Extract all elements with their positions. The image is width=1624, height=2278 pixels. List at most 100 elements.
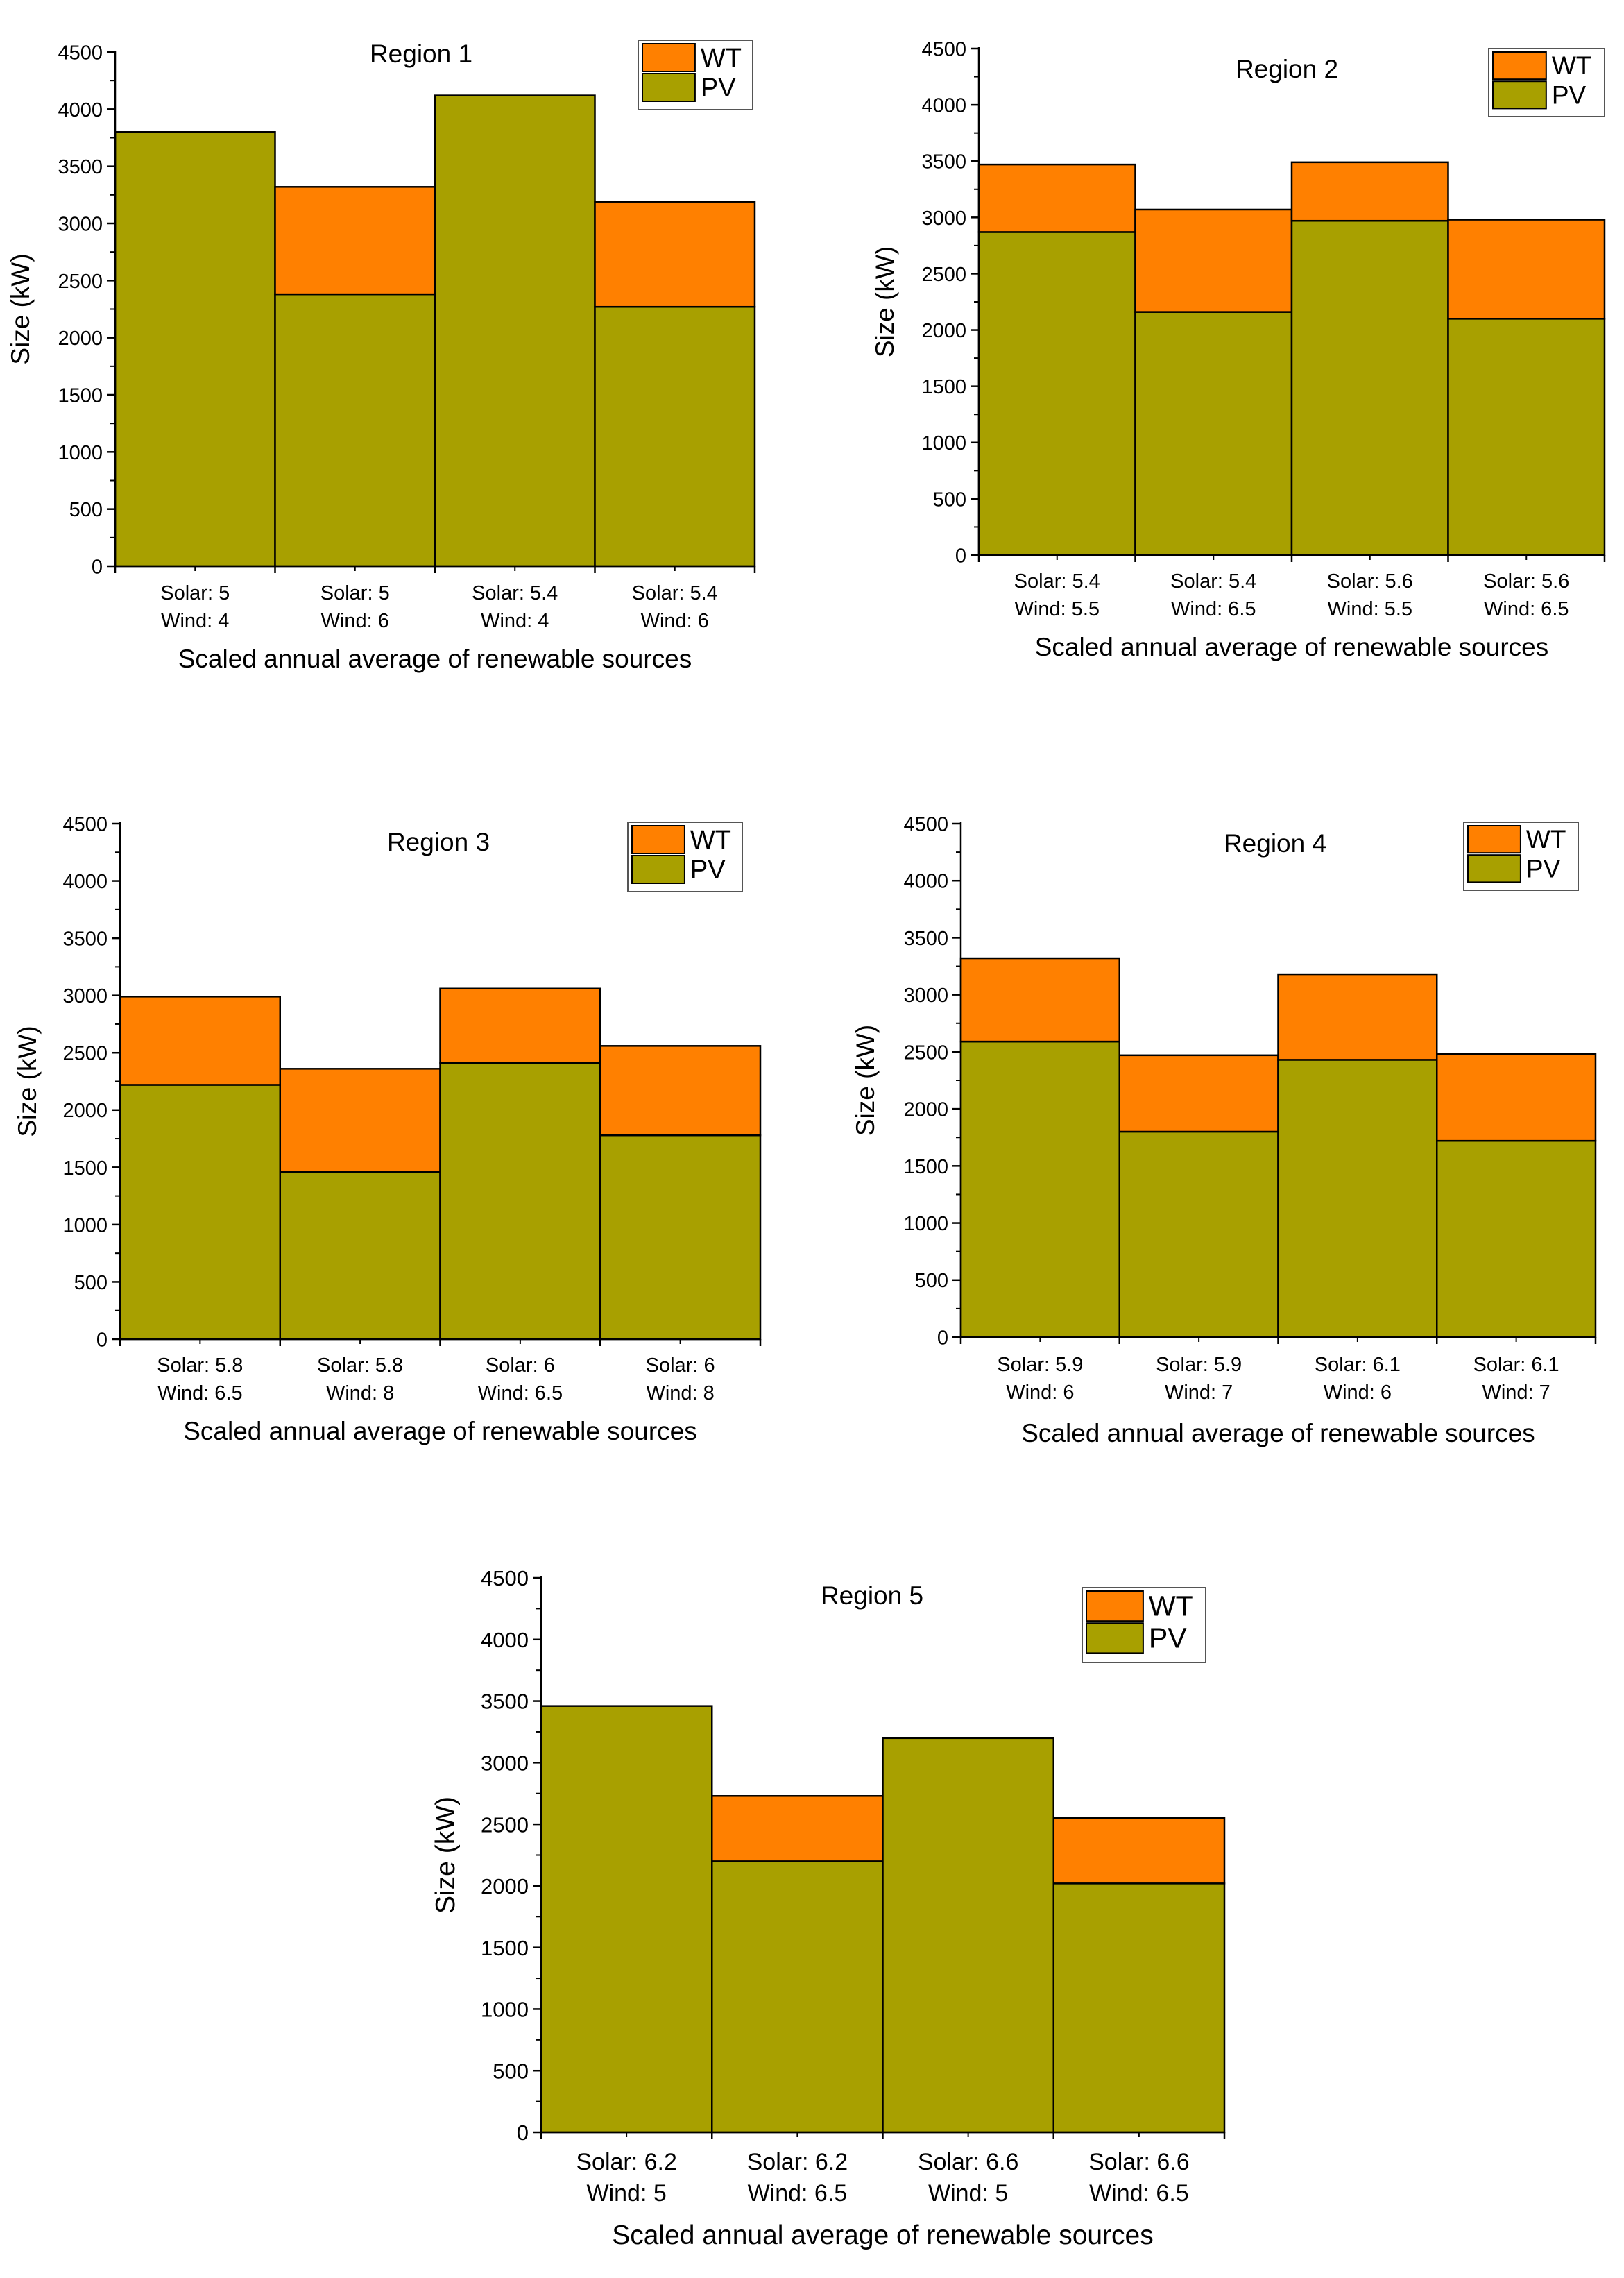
y-tick-label: 1500 [481,1936,529,1960]
bar-pv [977,231,1136,556]
y-tick-label: 4500 [481,1566,529,1590]
x-tick-label-wind: Wind: 6.5 [1089,2180,1189,2207]
bar-wt [1052,1817,1226,1885]
x-tick-label-solar: Solar: 6.1 [1473,1354,1559,1376]
x-tick-label-solar: Solar: 5.9 [997,1354,1083,1376]
y-tick-label: 3500 [62,928,108,951]
chart-title: Region 1 [370,40,472,68]
x-tick-label-solar: Solar: 6.1 [1315,1354,1401,1376]
bar-wt [279,1068,441,1173]
bar-pv [119,1084,281,1341]
bar-wt [119,996,281,1086]
legend-swatch-wt [1492,51,1547,80]
chart-panel-region-1: 0 500 1000 1500 2000 2500 3000 3500 4000 4500 Sola… [6,40,756,673]
y-tick-label: 0 [937,1327,948,1349]
bar-pv [1118,1130,1279,1338]
y-tick-label: 3500 [481,1690,529,1714]
y-tick-label: 500 [915,1270,948,1292]
y-tick-label: 2500 [921,264,966,286]
bar-wt [274,186,436,296]
y-tick-label: 4000 [903,871,948,893]
x-tick-label-solar: Solar: 6.2 [747,2149,848,2175]
y-tick-label: 3000 [903,985,948,1007]
bar-pv [114,131,276,568]
y-tick-label: 2000 [921,320,966,342]
x-tick-label-wind: Wind: 4 [481,610,549,632]
x-tick-label-solar: Solar: 6.6 [918,2149,1019,2175]
y-tick-label: 3500 [903,928,948,950]
x-tick-label-wind: Wind: 6.5 [748,2180,848,2207]
bar-pv [882,1737,1054,2134]
y-tick-label: 4000 [58,99,103,121]
y-tick-label: 2500 [58,271,103,293]
y-tick-label: 500 [74,1272,108,1294]
y-tick-label: 4000 [62,871,108,893]
y-tick-label: 0 [92,556,103,578]
y-tick-label: 3000 [481,1751,529,1775]
bar-wt [1277,973,1438,1061]
x-tick-label-wind: Wind: 4 [161,610,229,632]
legend-swatch-wt [631,825,685,854]
x-tick-label-wind: Wind: 6 [641,610,709,632]
chart-title: Region 4 [1224,829,1326,858]
legend-swatch-pv [642,73,696,102]
bar-pv [1134,311,1293,556]
legend-label-wt: WT [690,826,731,855]
x-tick-label-wind: Wind: 6 [321,610,389,632]
y-axis-label: Size (kW) [431,1796,461,1914]
x-tick-label-solar: Solar: 6 [486,1354,555,1377]
x-axis-label: Scaled annual average of renewable sourc… [612,2220,1154,2250]
y-tick-label: 3000 [58,213,103,235]
legend-swatch-wt [1086,1590,1144,1622]
y-tick-label: 3500 [921,151,966,173]
legend-swatch-pv [1086,1622,1144,1654]
x-tick-label-wind: Wind: 6.5 [1171,598,1256,620]
x-tick-label-solar: Solar: 5.4 [1170,570,1256,593]
y-tick-label: 500 [69,499,103,521]
y-tick-label: 3500 [58,156,103,178]
bar-wt [594,201,756,308]
x-tick-label-solar: Solar: 5.8 [317,1354,403,1377]
bar-wt [977,163,1136,233]
y-tick-label: 1000 [58,442,103,464]
x-tick-label-wind: Wind: 5.5 [1015,598,1100,620]
y-tick-label: 1000 [903,1213,948,1235]
x-tick-label-wind: Wind: 7 [1165,1382,1233,1404]
y-tick-label: 4000 [481,1628,529,1652]
x-tick-label-wind: Wind: 8 [646,1382,714,1404]
bar-pv [1436,1139,1597,1338]
chart-panel-region-2: 0 500 1000 1500 2000 2500 3000 3500 4000 4500 Sola… [871,38,1606,661]
y-tick-label: 4500 [62,813,108,835]
y-axis-label: Size (kW) [851,1025,880,1136]
bar-pv [1447,318,1606,556]
x-tick-label-solar: Solar: 5.4 [1014,570,1100,593]
bar-pv [1290,219,1449,556]
y-axis-label: Size (kW) [13,1026,42,1137]
x-axis-label: Scaled annual average of renewable sourc… [1021,1419,1535,1447]
y-tick-label: 0 [96,1329,108,1351]
bar-pv [959,1040,1120,1338]
bar-pv [1277,1059,1438,1338]
x-tick-label-solar: Solar: 5.9 [1156,1354,1242,1376]
x-tick-label-solar: Solar: 5.6 [1483,570,1569,593]
legend-label-pv: PV [701,74,736,103]
x-tick-label-solar: Solar: 5.8 [157,1354,243,1377]
bar-wt [959,957,1120,1043]
y-tick-label: 500 [493,2059,529,2083]
x-tick-label-wind: Wind: 6.5 [478,1382,563,1404]
bar-pv [439,1062,601,1341]
y-tick-label: 1000 [921,432,966,454]
legend-label-wt: WT [701,44,742,73]
x-axis-label: Scaled annual average of renewable sourc… [178,645,692,673]
x-tick-label-solar: Solar: 6 [646,1354,715,1377]
legend-label-wt: WT [1149,1590,1193,1622]
x-tick-label-wind: Wind: 6 [1324,1382,1392,1404]
x-tick-label-wind: Wind: 6.5 [157,1382,243,1404]
y-tick-label: 1000 [481,1998,529,2022]
x-tick-label-wind: Wind: 7 [1482,1382,1550,1404]
x-tick-label-solar: Solar: 6.6 [1088,2149,1190,2175]
